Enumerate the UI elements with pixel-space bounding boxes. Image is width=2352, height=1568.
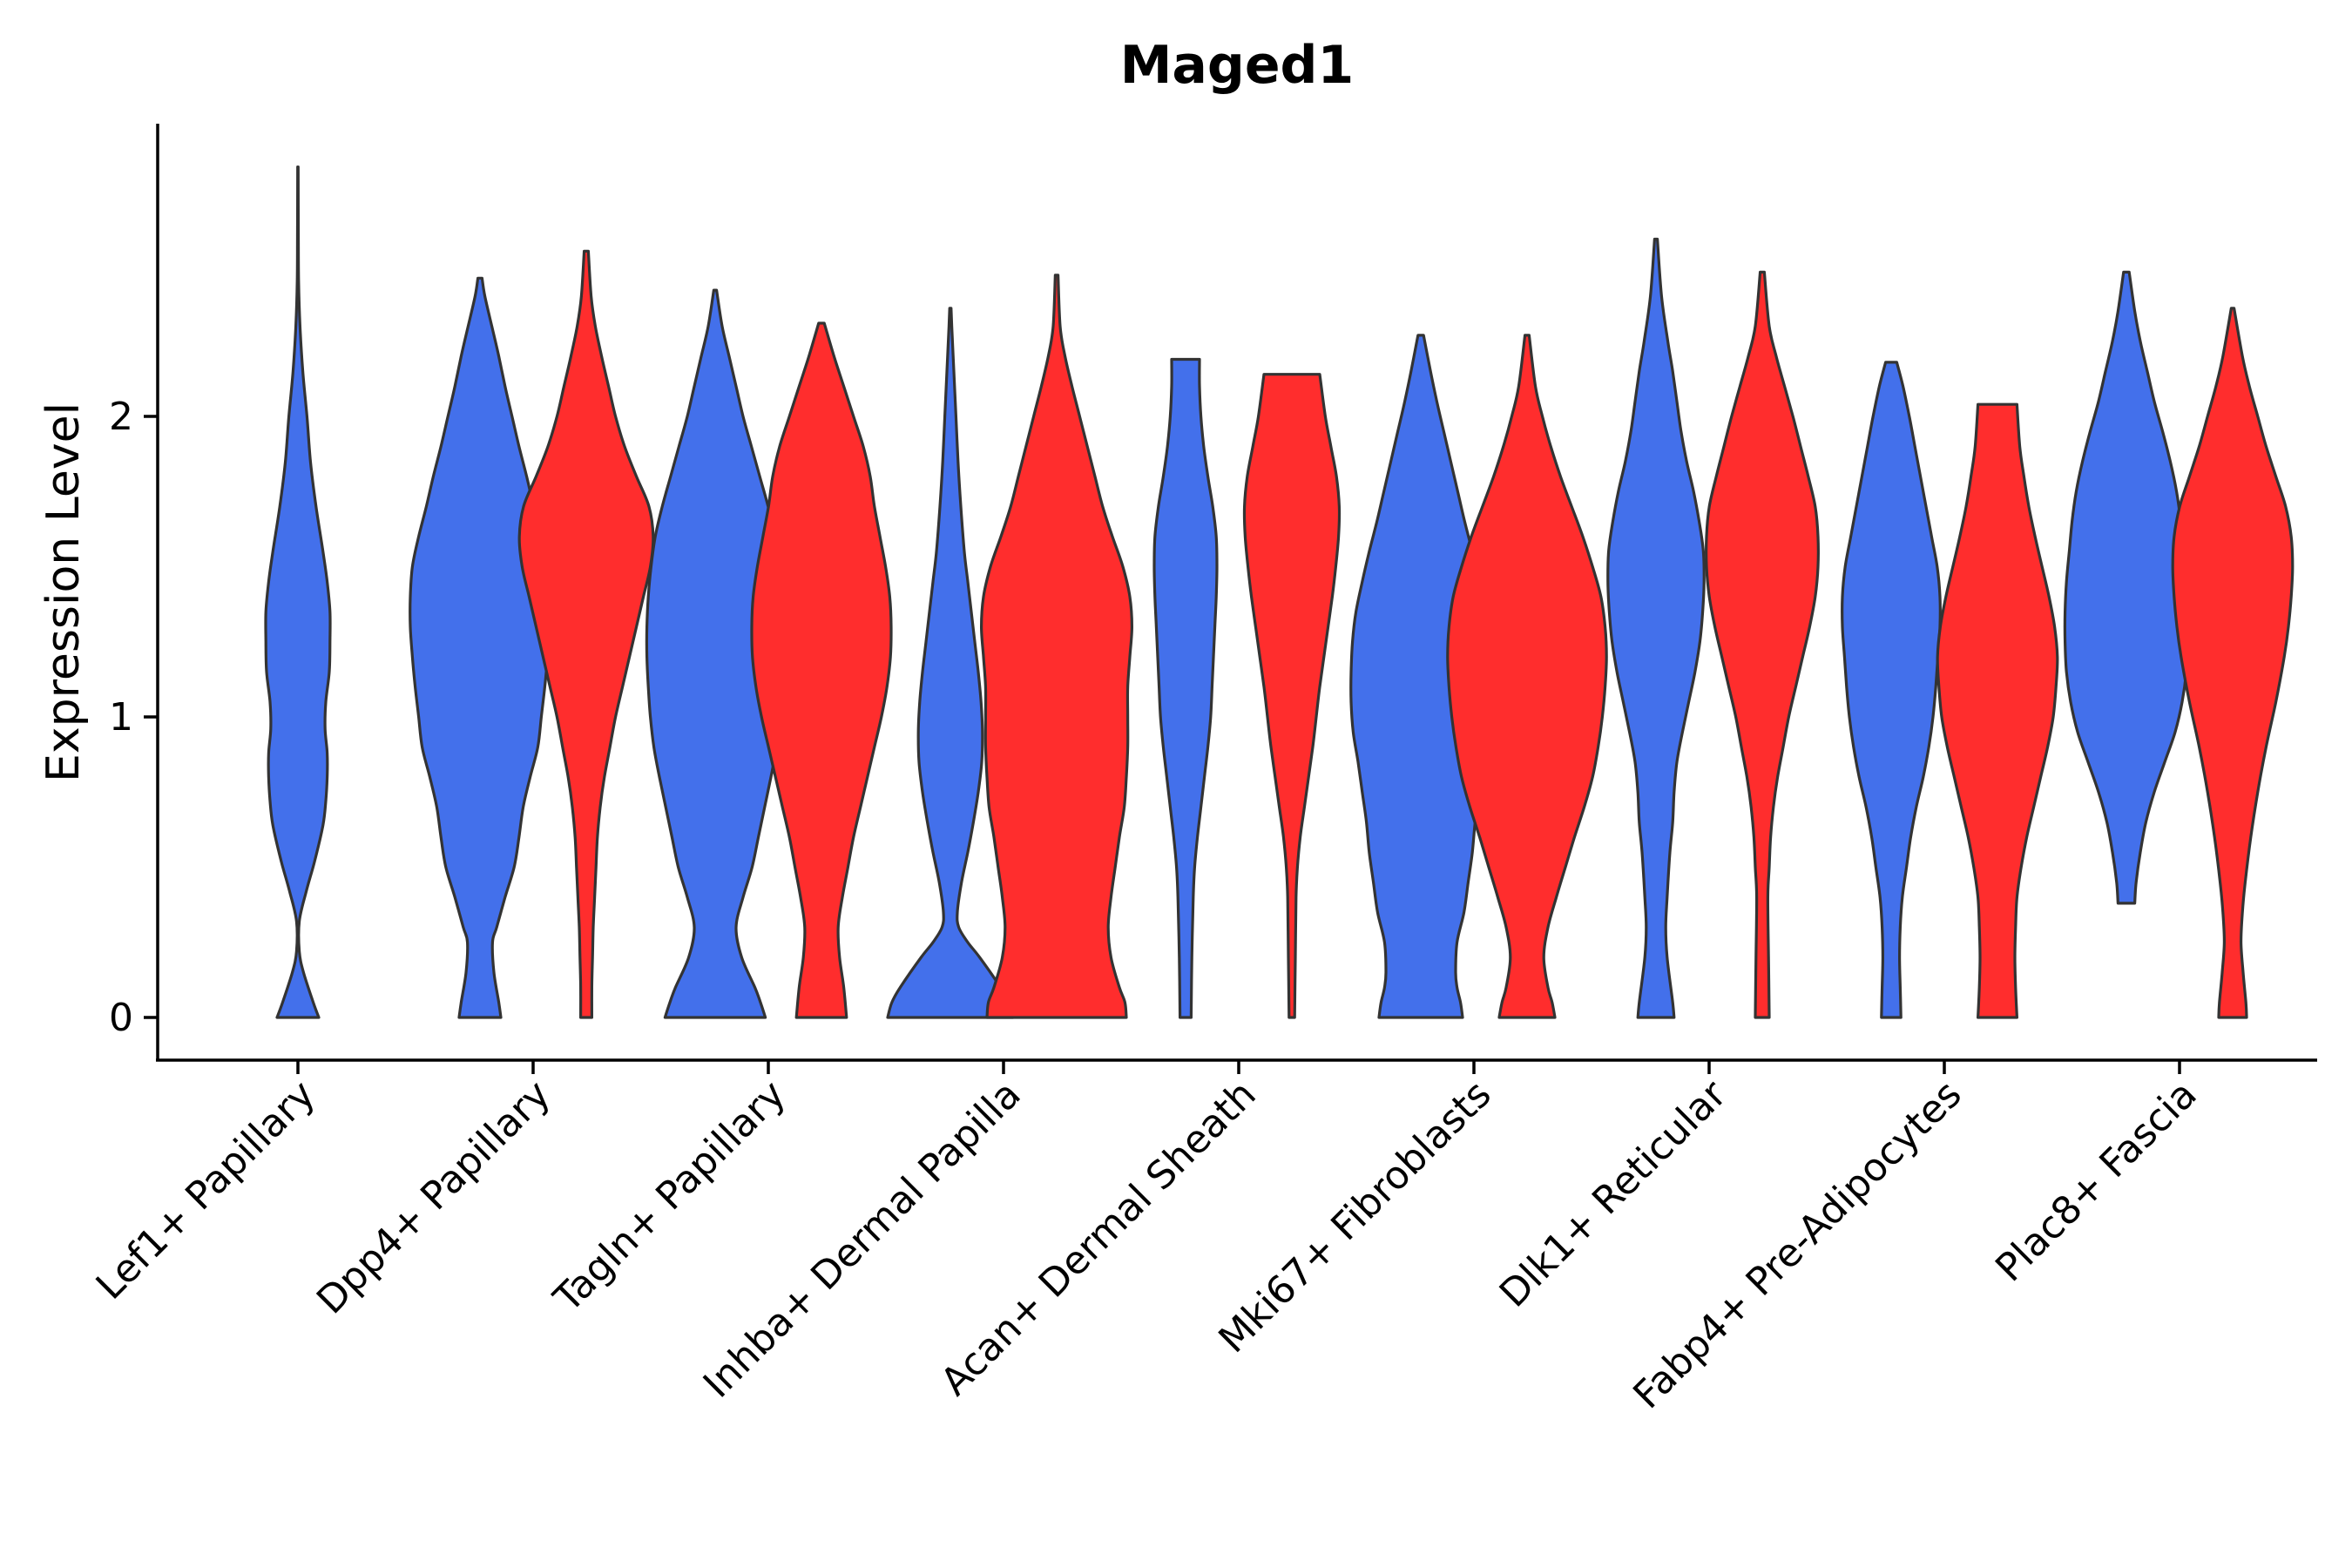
y-axis-label: Expression Level xyxy=(37,402,90,782)
axes-layer xyxy=(156,124,2317,1062)
x-tick-label: Mki67+ Fibroblasts xyxy=(1210,1072,1499,1362)
chart-title: Maged1 xyxy=(1120,35,1355,96)
y-tick-label: 1 xyxy=(109,695,133,740)
violin-group1-cat2 xyxy=(645,288,786,1019)
violin-group1-cat7 xyxy=(1841,361,1942,1019)
violin-group1-cat4 xyxy=(1152,357,1219,1019)
x-tick-label: Plac8+ Fascia xyxy=(1987,1072,2206,1291)
violin-group2-cat8 xyxy=(2171,307,2295,1019)
violin-group2-cat6 xyxy=(1705,270,1820,1019)
x-tick-label: Lef1+ Papillary xyxy=(88,1072,324,1308)
violin-group1-cat0 xyxy=(264,166,332,1019)
violin-group2-cat5 xyxy=(1446,334,1608,1019)
violin-group2-cat1 xyxy=(517,249,655,1019)
violin-group1-cat8 xyxy=(2063,270,2190,905)
violin-group2-cat7 xyxy=(1936,402,2059,1019)
violin-group2-cat3 xyxy=(980,274,1133,1019)
y-tick-label: 2 xyxy=(109,395,133,439)
x-tick-label: Tagln+ Papillary xyxy=(545,1072,794,1321)
x-tick-label: Dpp4+ Papillary xyxy=(308,1072,559,1323)
x-tick-label: Dlk1+ Reticular xyxy=(1491,1071,1736,1316)
violin-group1-cat1 xyxy=(409,276,551,1019)
violin-group1-cat3 xyxy=(886,307,1015,1019)
violin-group1-cat6 xyxy=(1606,237,1706,1019)
violin-group2-cat4 xyxy=(1242,373,1342,1019)
y-tick-label: 0 xyxy=(109,996,133,1040)
violins-layer xyxy=(264,166,2295,1019)
violin-group2-cat2 xyxy=(750,321,893,1019)
